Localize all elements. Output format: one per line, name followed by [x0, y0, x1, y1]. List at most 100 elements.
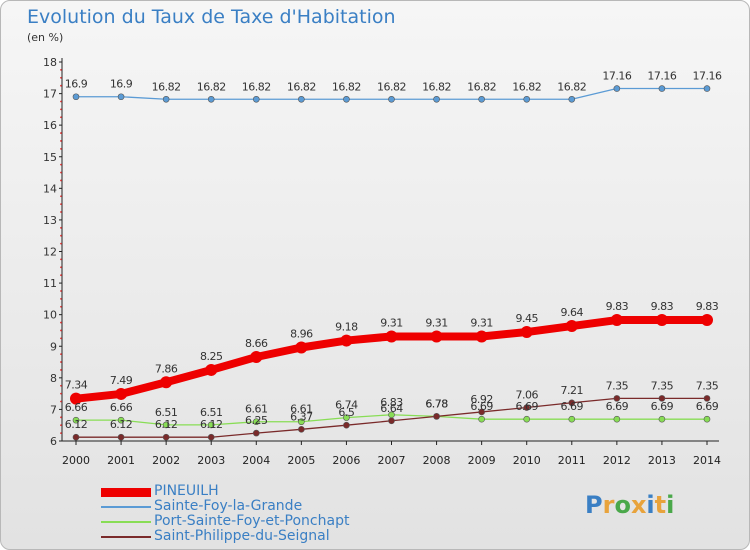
data-label: 6.69	[606, 400, 629, 413]
data-point	[388, 95, 395, 103]
legend-item: Saint-Philippe-du-Seignal	[101, 529, 361, 544]
chart-title: Evolution du Taux de Taxe d'Habitation	[27, 6, 396, 28]
x-tick-label: 2008	[423, 454, 451, 467]
data-point	[433, 95, 440, 103]
data-point	[613, 85, 621, 92]
data-point	[72, 416, 80, 424]
data-point	[703, 395, 711, 402]
data-label: 6.51	[200, 406, 223, 419]
data-point	[117, 93, 125, 101]
y-tick-label: 14	[43, 182, 57, 195]
y-minor-tick	[60, 424, 62, 427]
x-tick-label: 2012	[603, 454, 631, 467]
y-minor-tick	[60, 290, 62, 292]
data-point	[205, 363, 218, 376]
logo-letter: o	[614, 491, 631, 519]
y-minor-tick	[60, 369, 62, 371]
data-label: 6.61	[290, 403, 313, 416]
y-minor-tick	[60, 211, 62, 213]
chart-axes: 6 7 8 9 10 11 12 13 14 15 16 17 18 2000 2001 2002 2003 20…	[43, 56, 721, 467]
x-tick-label: 2004	[242, 454, 270, 467]
x-tick-label: 2014	[693, 454, 721, 467]
legend-swatch	[101, 506, 151, 508]
data-point	[162, 433, 170, 441]
data-label: 8.96	[290, 328, 313, 341]
data-point	[701, 314, 713, 327]
data-point	[613, 395, 621, 402]
y-minor-tick	[60, 266, 62, 269]
data-label: 6.69	[515, 400, 538, 413]
data-point	[478, 415, 485, 423]
data-point	[568, 415, 576, 423]
data-label: 8.66	[245, 337, 268, 350]
data-label: 7.49	[110, 374, 133, 387]
legend-swatch	[101, 487, 151, 497]
x-tick-label: 2000	[62, 454, 90, 467]
x-tick-label: 2003	[197, 454, 225, 467]
logo-letter: r	[602, 491, 615, 519]
logo-letter: i	[666, 491, 675, 519]
y-minor-tick	[60, 132, 62, 134]
data-label: 6.12	[65, 418, 88, 431]
data-point	[252, 429, 260, 437]
data-point	[72, 93, 80, 101]
data-point	[568, 399, 576, 407]
y-tick-label: 16	[43, 119, 57, 132]
legend-item: Port-Sainte-Foy-et-Ponchapt	[101, 514, 361, 529]
legend-item: Sainte-Foy-la-Grande	[101, 499, 361, 514]
proxiti-logo: Proxiti	[585, 491, 674, 519]
chart-legend: PINEUILH Sainte-Foy-la-Grande Port-Sainte-…	[101, 484, 361, 544]
data-point	[610, 314, 623, 327]
data-point	[478, 408, 485, 416]
data-point	[207, 95, 215, 103]
data-point	[343, 414, 350, 421]
data-label: 9.31	[470, 316, 493, 329]
legend-swatch	[101, 521, 151, 523]
legend-label: Saint-Philippe-du-Seignal	[154, 528, 330, 544]
data-label: 9.45	[515, 312, 538, 325]
data-label: 9.18	[335, 321, 358, 334]
y-minor-tick	[60, 274, 62, 277]
data-label: 8.25	[200, 350, 223, 363]
y-minor-tick	[60, 140, 62, 142]
data-label: 16.82	[287, 80, 316, 93]
data-label: 6.66	[110, 401, 133, 414]
y-tick-label: 15	[43, 151, 57, 164]
data-label: 6.69	[651, 400, 674, 413]
data-label: 6.5	[338, 406, 354, 419]
x-tick-label: 2005	[287, 454, 315, 467]
data-point	[298, 426, 305, 433]
y-tick-label: 18	[43, 56, 57, 69]
logo-letter: t	[654, 491, 667, 519]
data-point	[658, 415, 666, 423]
data-label: 6.92	[470, 393, 493, 406]
y-minor-tick	[60, 179, 62, 182]
legend-label: Port-Sainte-Foy-et-Ponchapt	[154, 513, 350, 529]
y-minor-tick	[60, 337, 62, 340]
y-minor-tick	[60, 100, 62, 103]
x-tick-label: 2011	[558, 454, 586, 467]
y-minor-tick	[60, 163, 62, 166]
data-label: 7.35	[651, 379, 674, 392]
data-label: 6.25	[245, 414, 268, 427]
data-point	[568, 95, 576, 103]
data-label: 6.12	[155, 418, 178, 431]
x-tick-label: 2010	[513, 454, 541, 467]
data-point	[250, 350, 263, 363]
data-label: 6.78	[425, 397, 448, 410]
data-label: 6.69	[561, 400, 584, 413]
y-minor-tick	[60, 258, 62, 261]
y-tick-label: 10	[43, 309, 57, 322]
legend-item: PINEUILH	[101, 484, 361, 499]
y-minor-tick	[60, 297, 62, 300]
data-point	[658, 395, 666, 402]
y-minor-tick	[60, 226, 62, 229]
data-point	[385, 330, 398, 343]
data-label: 9.83	[651, 300, 674, 313]
data-label: 9.83	[696, 300, 719, 313]
legend-label: PINEUILH	[154, 483, 219, 499]
data-point	[340, 334, 353, 347]
data-label: 17.16	[602, 70, 631, 83]
